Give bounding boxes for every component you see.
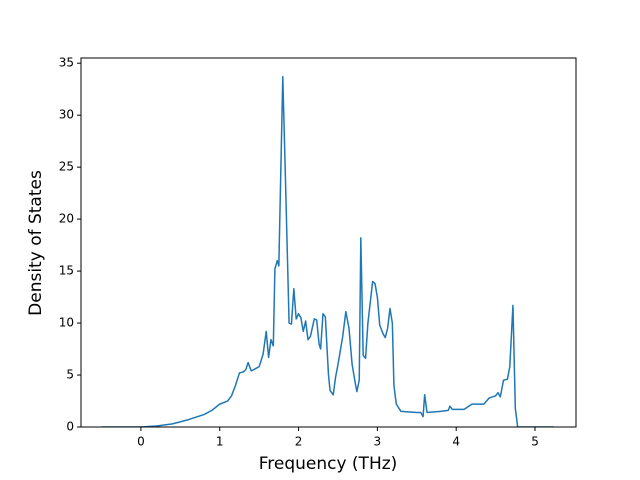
y-tick-label: 10 <box>59 316 74 330</box>
x-tick-label: 4 <box>452 435 460 449</box>
y-tick-label: 20 <box>59 212 74 226</box>
plot-frame <box>80 57 577 428</box>
x-tick-label: 2 <box>295 435 303 449</box>
x-tick-label: 1 <box>216 435 224 449</box>
x-tick-label: 3 <box>374 435 382 449</box>
x-tick-label: 5 <box>531 435 539 449</box>
x-axis-label: Frequency (THz) <box>259 454 398 474</box>
y-tick-label: 5 <box>66 368 74 382</box>
y-axis-label: Density of States <box>26 170 46 316</box>
y-tick-label: 15 <box>59 264 74 278</box>
y-tick-label: 30 <box>59 108 74 122</box>
x-tick-label: 0 <box>137 435 145 449</box>
data-line <box>101 75 554 427</box>
y-tick-label: 25 <box>59 160 74 174</box>
y-tick-label: 35 <box>59 56 74 70</box>
y-tick-label: 0 <box>66 420 74 434</box>
